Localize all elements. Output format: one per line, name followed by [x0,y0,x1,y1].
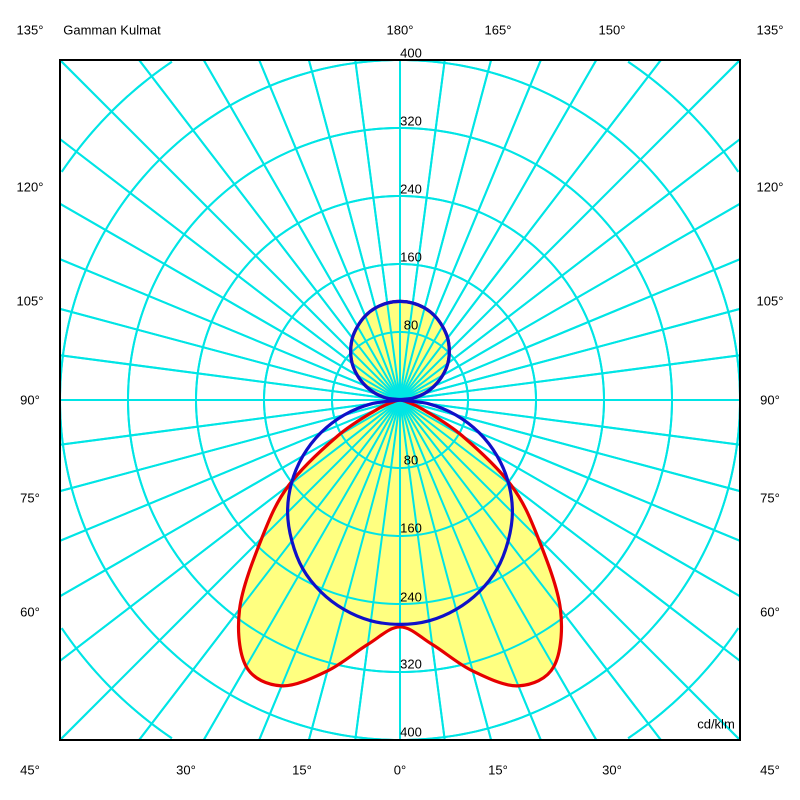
angle-label: 120° [16,179,44,195]
radial-tick-label: 160 [400,249,422,265]
radial-tick-label: 400 [400,724,422,740]
grid-spoke [399,59,493,401]
grid-spoke [258,59,401,401]
grid-spoke [138,59,401,401]
radial-tick-label: 320 [400,113,422,129]
grid-spoke [399,59,598,401]
grid-spoke [59,307,401,401]
angle-label: 15° [488,762,508,778]
grid-spoke [59,399,401,662]
angle-label: 45° [20,762,40,778]
grid-spoke [59,138,401,401]
grid-spoke [399,399,446,741]
grid-spoke [399,59,542,401]
angle-label: 105° [16,293,44,309]
radial-tick-label: 160 [400,520,422,536]
grid-spoke [399,59,741,401]
angle-label: 60° [20,604,40,620]
grid-spoke [399,399,542,741]
angle-label: 165° [484,22,512,38]
grid-spoke [307,399,401,741]
grid-spoke [399,354,741,401]
radial-tick-label: 80 [403,317,419,333]
grid-spoke [399,202,741,401]
chart-title: Gamman Kulmat [63,22,161,38]
grid-spoke [399,138,741,401]
grid-spoke [307,59,401,401]
grid-spoke [354,59,401,401]
angle-label: 0° [393,762,407,778]
grid-spoke [399,307,741,401]
angle-label: 75° [20,490,40,506]
grid-spoke [59,59,401,401]
grid-spoke [59,354,401,401]
radial-tick-label: 80 [403,452,419,468]
grid-spoke [138,399,401,741]
grid-spoke [354,399,401,741]
angle-label: 180° [386,22,414,38]
angle-label: 60° [760,604,780,620]
grid-spoke [202,59,401,401]
radial-tick-label: 400 [400,45,422,61]
plot-frame [59,59,741,741]
grid-spoke [399,258,741,401]
angle-label: 30° [176,762,196,778]
grid-spoke [399,59,662,401]
grid-spoke [59,399,401,446]
angle-label: 120° [756,179,784,195]
radial-tick-label: 320 [400,656,422,672]
grid-spoke [59,399,401,542]
grid-spoke [399,59,446,401]
angle-label: 105° [756,293,784,309]
grid-spoke [399,399,741,741]
grid-spoke [59,399,401,741]
radial-tick-label: 240 [400,181,422,197]
grid-spoke [399,399,741,542]
angle-label: 135° [756,22,784,38]
angle-label: 75° [760,490,780,506]
angle-label: 90° [760,392,780,408]
curves [58,58,742,741]
grid-spoke [399,399,493,741]
unit-label: cd/klm [697,716,735,732]
grid-overlay [58,58,742,741]
angle-label: 90° [20,392,40,408]
grid-spoke [399,399,662,741]
series-blue-curve [286,299,514,626]
grid-spoke [258,399,401,741]
grid-spoke [59,202,401,401]
angle-label: 45° [760,762,780,778]
angle-label: 135° [16,22,44,38]
angle-label: 150° [598,22,626,38]
angle-label: 30° [602,762,622,778]
radial-tick-label: 240 [400,589,422,605]
grid-spoke [399,399,741,446]
grid-spoke [399,399,741,662]
grid-spoke [59,258,401,401]
angle-label: 15° [292,762,312,778]
